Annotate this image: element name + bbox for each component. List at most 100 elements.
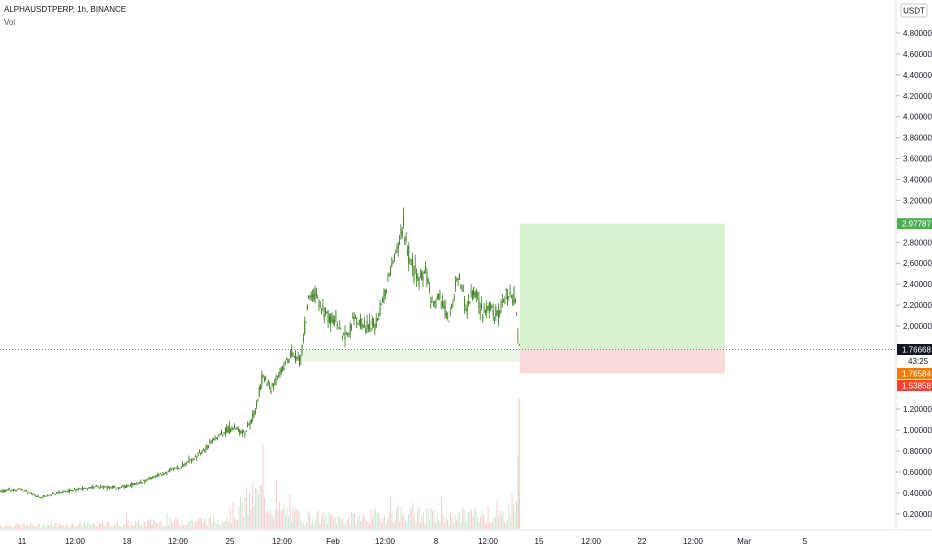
volume-bar [301, 523, 303, 529]
candle-body [274, 379, 276, 384]
volume-bar [109, 524, 111, 529]
volume-bar [388, 511, 390, 529]
candle-body [240, 430, 242, 434]
candle-body [388, 275, 390, 277]
volume-bar [244, 496, 246, 529]
volume-bar [154, 521, 156, 529]
volume-bar [1, 526, 3, 529]
volume-bar [183, 525, 185, 529]
volume-bar [18, 525, 20, 529]
volume-bar [451, 518, 453, 529]
volume-bar [79, 522, 81, 529]
candle-body [63, 490, 65, 492]
volume-bar [81, 526, 83, 529]
volume-bar [300, 517, 302, 529]
volume-bar [247, 513, 249, 529]
volume-bar [157, 523, 159, 529]
candle-body [37, 495, 39, 497]
volume-bar [330, 515, 332, 529]
candle-body [375, 318, 377, 328]
price-tick-label: 0.20000 [903, 510, 932, 519]
volume-bar [6, 524, 8, 529]
volume-bar [499, 510, 501, 529]
volume-bar [370, 509, 372, 529]
volume-bar [435, 523, 437, 529]
volume-bar [265, 512, 267, 529]
candle-body [14, 490, 16, 491]
volume-bar [273, 518, 275, 529]
volume-indicator-label[interactable]: Vol [4, 18, 16, 27]
volume-bar [324, 517, 326, 529]
volume-bar [336, 523, 338, 529]
volume-bar [103, 524, 105, 529]
candle-body [201, 450, 203, 454]
countdown-text: 43:25 [908, 357, 929, 366]
candle-body [113, 486, 115, 488]
price-tick-label: 3.20000 [903, 196, 932, 205]
candle-body [249, 420, 251, 426]
candle-body [221, 431, 222, 435]
volume-bar [91, 523, 93, 529]
time-tick-label: 12:00 [683, 537, 704, 546]
volume-bar [319, 523, 321, 529]
currency-button[interactable]: USDT [900, 3, 928, 18]
volume-bar [145, 525, 147, 529]
candle-body [210, 442, 212, 444]
candle-body [148, 477, 150, 479]
candle-body [80, 488, 82, 490]
volume-bar [138, 519, 140, 529]
volume-bar [201, 518, 203, 529]
candle-body [314, 289, 316, 300]
candle-body [461, 285, 463, 290]
candle-body [345, 333, 347, 335]
time-tick-label: 12:00 [375, 537, 396, 546]
candle-body [46, 494, 48, 496]
candle-body [219, 433, 221, 435]
candle-body [137, 483, 139, 485]
symbol-title[interactable]: ALPHAUSDTPERP, 1h, BINANCE [4, 5, 127, 14]
candle-body [475, 289, 477, 298]
volume-bar [405, 520, 407, 529]
volume-bar [348, 517, 350, 529]
candle-body [456, 278, 458, 280]
volume-bar [228, 521, 230, 529]
price-axis[interactable]: 4.80000 4.60000 4.40000 4.20000 4.00000 3.800… [896, 29, 932, 519]
candle-body [68, 489, 70, 492]
candle-body [366, 321, 368, 327]
candle-body [396, 247, 398, 250]
volume-bar [465, 521, 467, 529]
volume-bar [105, 525, 107, 529]
volume-bar [358, 514, 360, 529]
price-tick-label: 4.80000 [903, 29, 932, 38]
candle-body [382, 298, 384, 303]
volume-bar [168, 524, 170, 529]
volume-bar [31, 525, 33, 529]
candle-body [497, 309, 499, 320]
time-axis[interactable]: 11 12:00 18 12:00 25 12:00 Feb 12:00 8 12:00 15 12:… [18, 537, 808, 546]
volume-bar [217, 519, 219, 529]
volume-bar [162, 526, 164, 529]
candle-body [96, 485, 98, 487]
candle-body [426, 271, 428, 283]
time-tick-label: 18 [123, 537, 132, 546]
position-tool[interactable] [300, 223, 725, 374]
volume-bar [249, 491, 251, 529]
candle-body [273, 384, 274, 388]
candle-body [448, 321, 450, 323]
time-tick-label: 8 [434, 537, 439, 546]
volume-bar [453, 523, 455, 529]
candle-body [360, 318, 362, 328]
volume-bar [99, 523, 101, 529]
candle-body [487, 305, 489, 311]
candle-body [429, 288, 430, 290]
volume-bar [114, 524, 116, 529]
candle-body [183, 464, 185, 466]
volume-bar [198, 517, 200, 529]
volume-bar [93, 522, 95, 529]
time-tick-label: 15 [535, 537, 544, 546]
candle-body [416, 273, 417, 278]
candle-body [507, 296, 508, 302]
chart-legend: ALPHAUSDTPERP, 1h, BINANCE Vol [4, 5, 126, 27]
volume-bar [115, 522, 117, 529]
